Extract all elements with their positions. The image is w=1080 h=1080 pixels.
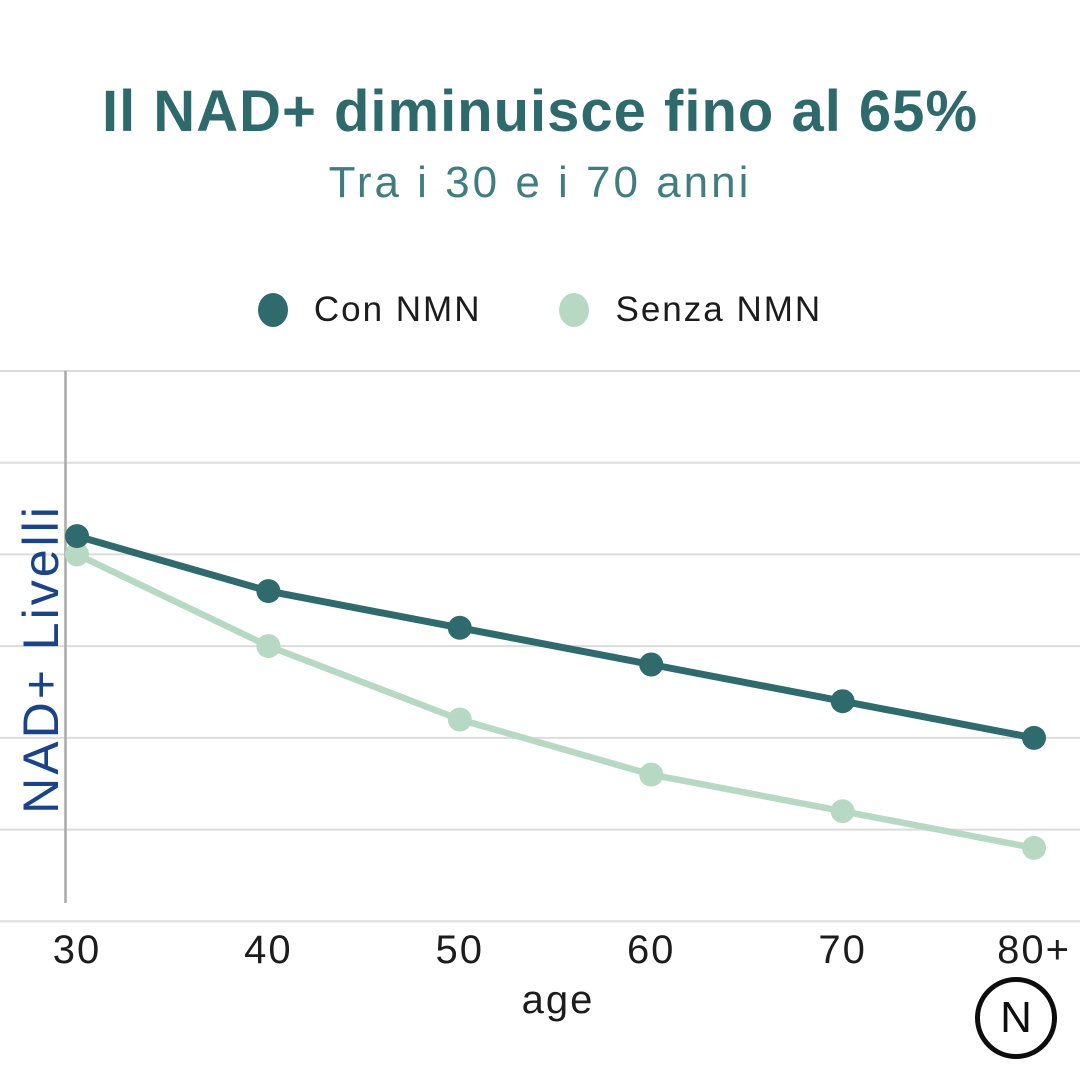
brand-logo-letter: N bbox=[1000, 993, 1032, 1042]
x-axis-label: age bbox=[521, 978, 595, 1022]
legend-dot-icon bbox=[257, 293, 288, 327]
brand-logo-n-icon: N bbox=[975, 977, 1057, 1059]
data-point-senza-nmn-70 bbox=[830, 799, 855, 824]
y-axis-label: NAD+ Livelli bbox=[13, 504, 69, 814]
series-line-senza-nmn bbox=[73, 551, 1038, 852]
legend-item-senza-nmn: Senza NMN bbox=[559, 290, 822, 330]
data-point-con-nmn-50 bbox=[447, 615, 472, 640]
legend-label: Senza NMN bbox=[615, 290, 823, 329]
x-tick-label: 50 bbox=[435, 928, 485, 972]
data-point-con-nmn-70 bbox=[830, 689, 855, 714]
legend: Con NMN Senza NMN bbox=[0, 290, 1080, 330]
x-tick-label: 30 bbox=[52, 928, 102, 972]
data-point-senza-nmn-40 bbox=[256, 634, 281, 659]
data-point-con-nmn-30 bbox=[65, 524, 89, 549]
data-point-senza-nmn-30 bbox=[65, 542, 89, 567]
legend-label: Con NMN bbox=[313, 290, 482, 329]
data-point-senza-nmn-50 bbox=[447, 707, 472, 732]
chart-title: Il NAD+ diminuisce fino al 65% bbox=[101, 79, 979, 144]
data-point-con-nmn-80+ bbox=[1022, 725, 1046, 750]
legend-item-con-nmn: Con NMN bbox=[257, 290, 482, 330]
chart-subtitle: Tra i 30 e i 70 anni bbox=[328, 158, 752, 207]
x-tick-label: 40 bbox=[244, 928, 293, 972]
x-tick-label: 70 bbox=[818, 928, 867, 972]
x-tick-label: 60 bbox=[626, 928, 676, 972]
data-point-con-nmn-60 bbox=[639, 652, 664, 677]
data-point-con-nmn-40 bbox=[256, 579, 281, 604]
legend-dot-icon bbox=[559, 293, 590, 327]
data-point-senza-nmn-60 bbox=[639, 762, 664, 787]
data-point-senza-nmn-80+ bbox=[1022, 835, 1046, 860]
x-tick-label: 80+ bbox=[997, 928, 1071, 972]
series-line-con-nmn bbox=[73, 532, 1038, 742]
